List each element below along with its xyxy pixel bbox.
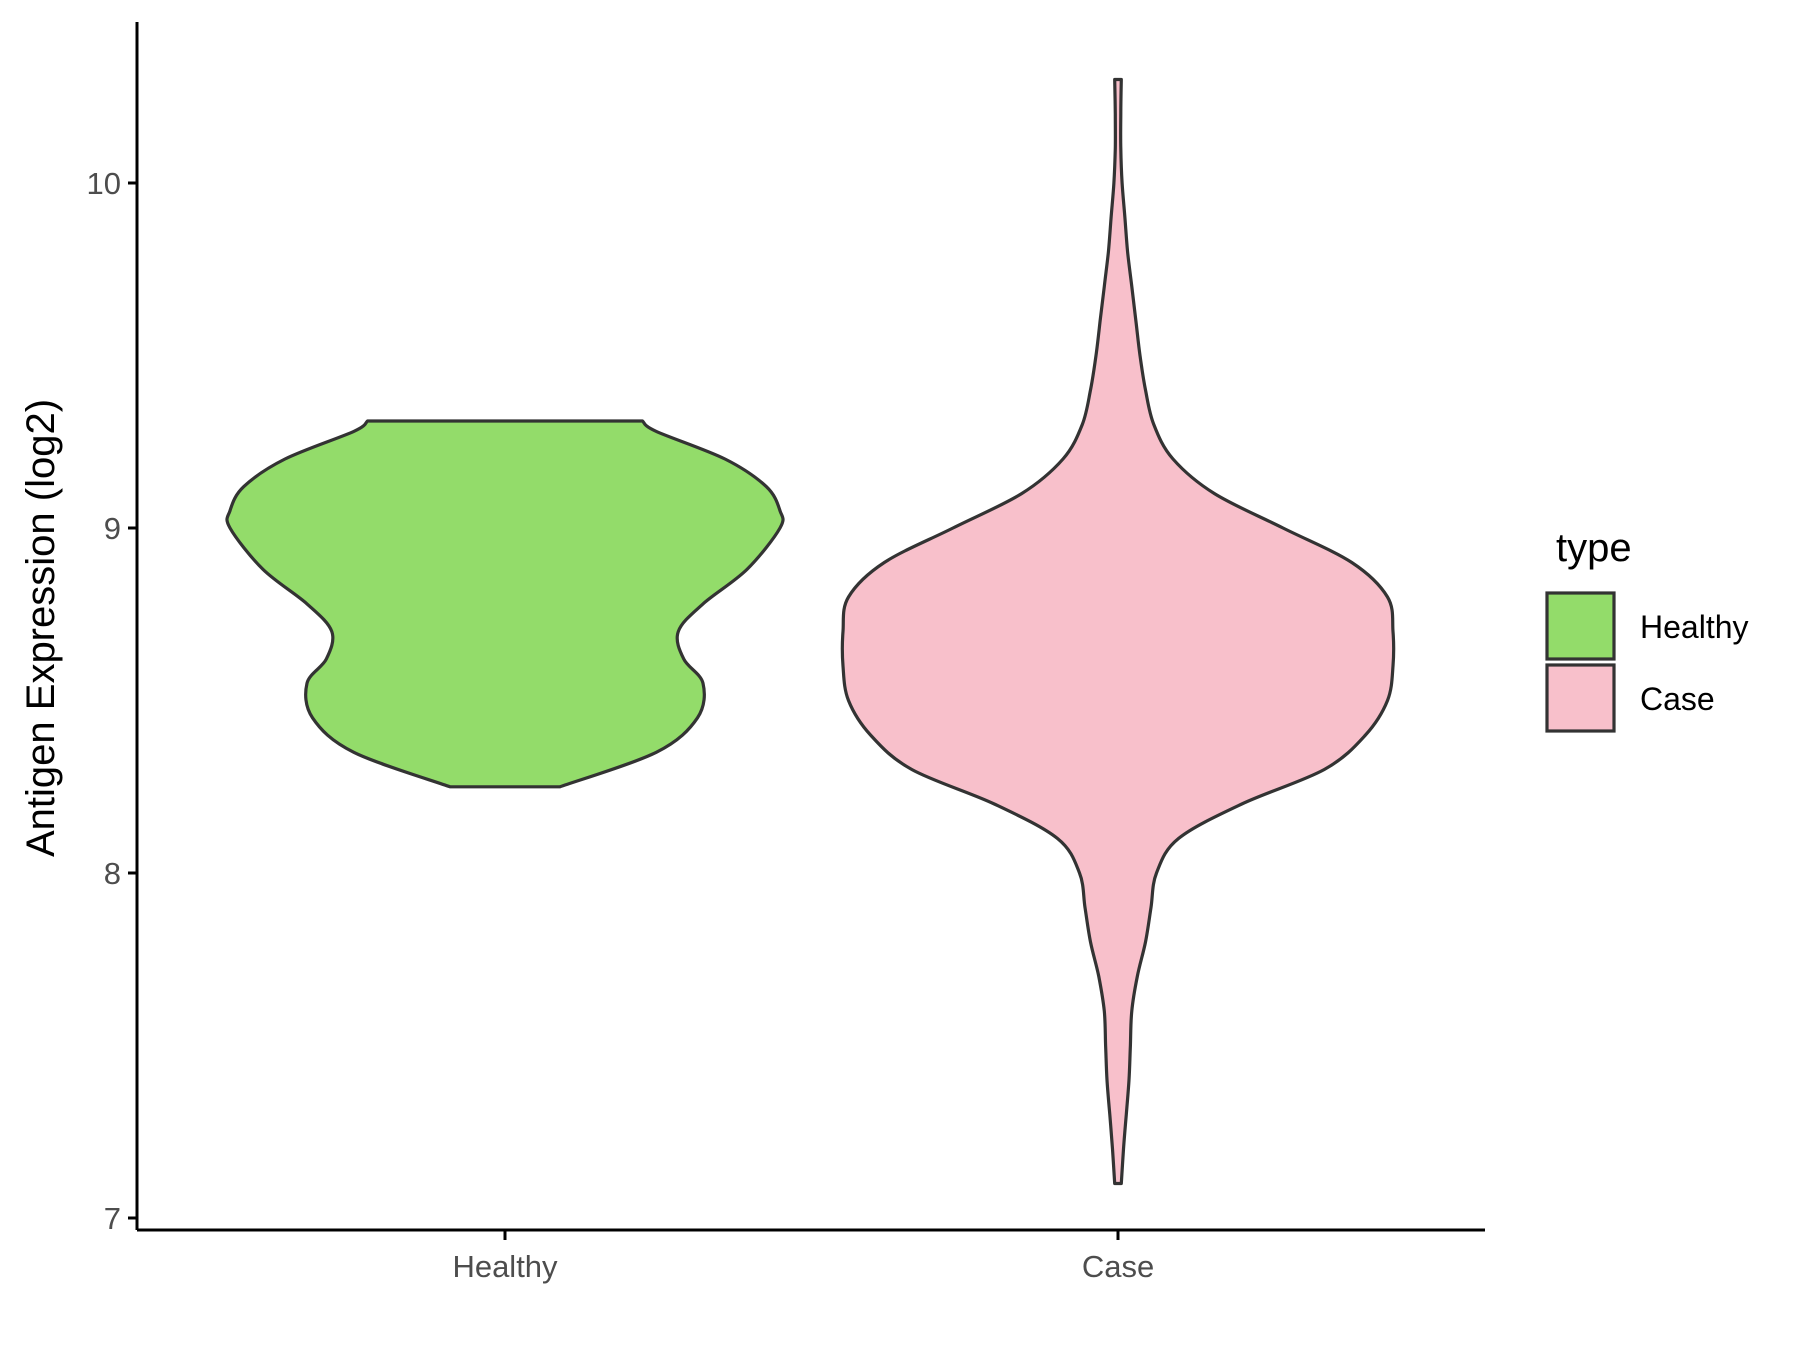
y-tick-label: 9 (104, 511, 121, 546)
y-axis-title: Antigen Expression (log2) (19, 399, 63, 857)
axes: 7 8 9 10 Healthy Case (87, 22, 1485, 1284)
legend-key-case (1545, 663, 1616, 733)
legend-label-case: Case (1640, 681, 1715, 717)
legend-label-healthy: Healthy (1640, 609, 1749, 645)
y-tick-label: 7 (104, 1201, 121, 1236)
x-tick-label: Healthy (452, 1249, 558, 1284)
plot-area (225, 77, 1396, 1186)
violin-healthy (225, 419, 785, 789)
legend-title: type (1556, 526, 1632, 570)
y-tick-label: 8 (104, 856, 121, 891)
y-tick-label: 10 (87, 166, 121, 201)
violin-case (840, 77, 1396, 1186)
x-tick-label: Case (1082, 1249, 1154, 1284)
legend-key-healthy (1545, 591, 1616, 661)
legend: type Healthy Case (1545, 526, 1749, 733)
